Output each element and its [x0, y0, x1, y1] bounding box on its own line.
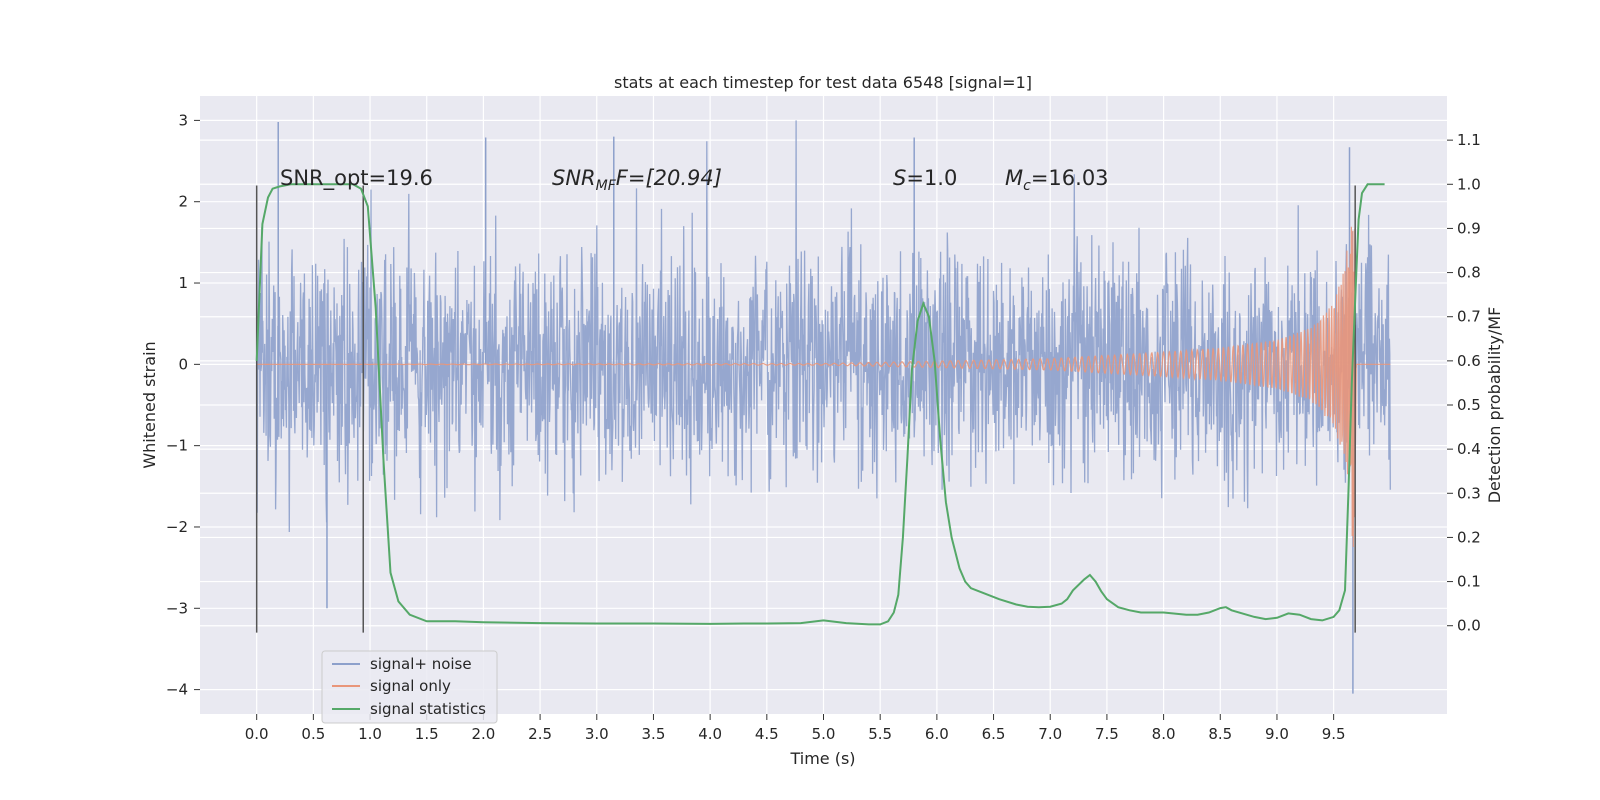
x-tick-label: 4.0	[698, 725, 722, 743]
y-right-tick-label: 0.2	[1457, 528, 1481, 546]
x-tick-label: 1.5	[415, 725, 439, 743]
x-tick-label: 6.0	[925, 725, 949, 743]
y-left-tick-label: −1	[166, 437, 188, 455]
y-right-tick-label: 1.0	[1457, 175, 1481, 193]
y-left-tick-label: −2	[166, 518, 188, 536]
y-right-tick-label: 0.1	[1457, 573, 1481, 591]
annotation-mc: Mc=16.03	[1005, 166, 1109, 194]
y-left-tick-label: 2	[178, 193, 188, 211]
y-left-tick-label: −4	[166, 681, 188, 699]
y-axis-label-left: Whitened strain	[140, 341, 159, 468]
x-tick-label: 8.0	[1152, 725, 1176, 743]
x-tick-label: 1.0	[358, 725, 382, 743]
x-tick-label: 2.5	[528, 725, 552, 743]
s-value: =1.0	[906, 166, 957, 190]
tick-labels: 0.0 0.5 1.0 1.5 2.0 2.5 3.0 3.5 4.0 4.5 5.0 5.5 6.0 6…	[166, 111, 1481, 743]
x-tick-label: 0.0	[245, 725, 269, 743]
snr-mf-value: F=[20.94]	[616, 166, 722, 190]
x-tick-label: 5.0	[812, 725, 836, 743]
legend-label-signal-statistics: signal statistics	[370, 700, 486, 718]
y-left-tick-label: 3	[178, 111, 188, 129]
snr-mf-prefix: SNR	[552, 166, 596, 190]
signal-plus-noise-line	[256, 120, 1391, 533]
y-right-tick-label: 0.0	[1457, 617, 1481, 635]
chart-title: stats at each timestep for test data 654…	[614, 73, 1032, 92]
y-right-tick-label: 0.6	[1457, 352, 1481, 370]
y-right-tick-label: 0.7	[1457, 308, 1481, 326]
signal-statistics-line	[255, 183, 1385, 626]
legend: signal+ noise signal only signal statist…	[321, 650, 498, 724]
legend-label-signal-plus-noise: signal+ noise	[370, 655, 472, 673]
x-tick-label: 2.0	[471, 725, 495, 743]
x-tick-label: 8.5	[1208, 725, 1232, 743]
mc-value: =16.03	[1031, 166, 1109, 190]
x-tick-label: 7.5	[1095, 725, 1119, 743]
snr-mf-subscript: MF	[596, 178, 617, 194]
legend-label-signal-only: signal only	[370, 677, 451, 695]
x-tick-label: 9.0	[1265, 725, 1289, 743]
y-left-tick-label: 1	[178, 274, 188, 292]
x-tick-label: 9.5	[1322, 725, 1346, 743]
x-tick-label: 3.5	[642, 725, 666, 743]
series-signal-statistics	[255, 183, 1385, 626]
mc-symbol: M	[1005, 166, 1023, 190]
x-tick-label: 0.5	[301, 725, 325, 743]
x-tick-label: 3.0	[585, 725, 609, 743]
series-signal-only	[256, 226, 1391, 548]
y-axis-label-right: Detection probability/MF	[1485, 307, 1504, 504]
x-tick-label: 7.0	[1038, 725, 1062, 743]
annotation-snr-opt: SNR_opt=19.6	[280, 166, 433, 191]
annotation-snr-mf: SNRMFF=[20.94]	[552, 166, 722, 194]
y-left-tick-label: 0	[178, 355, 188, 373]
y-left-tick-label: −3	[166, 599, 188, 617]
y-right-tick-label: 0.4	[1457, 440, 1481, 458]
mc-subscript: c	[1023, 178, 1031, 194]
y-right-tick-label: 0.5	[1457, 396, 1481, 414]
x-tick-label: 6.5	[982, 725, 1006, 743]
x-axis-label: Time (s)	[789, 749, 855, 768]
x-tick-label: 4.5	[755, 725, 779, 743]
y-right-tick-label: 0.8	[1457, 264, 1481, 282]
vertical-markers	[255, 185, 1356, 633]
annotation-s: S=1.0	[893, 166, 957, 190]
signal-only-line	[256, 226, 1391, 548]
x-tick-label: 5.5	[868, 725, 892, 743]
s-symbol: S	[893, 166, 906, 190]
y-right-tick-label: 1.1	[1457, 131, 1481, 149]
legend-box	[321, 650, 498, 724]
y-right-tick-label: 0.3	[1457, 484, 1481, 502]
y-right-tick-label: 0.9	[1457, 219, 1481, 237]
